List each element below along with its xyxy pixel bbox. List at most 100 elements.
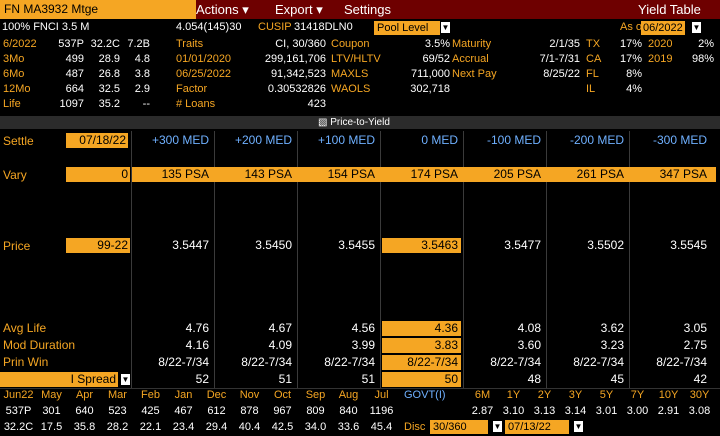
scenario-header[interactable]: -300 MED: [652, 133, 707, 147]
export-menu[interactable]: Export ▾: [275, 0, 323, 19]
prinwin-cell: 8/22-7/34: [324, 355, 375, 369]
disc-label: Disc: [404, 421, 426, 433]
price-cell: 3.5455: [338, 238, 375, 252]
history-value: 35.2: [98, 98, 120, 110]
column-divider: [131, 131, 132, 388]
ispread-cell: 50: [444, 372, 458, 386]
scenario-header[interactable]: -100 MED: [486, 133, 541, 147]
tenor-rate: 3.13: [533, 405, 556, 417]
avglife-cell: 3.62: [600, 321, 624, 335]
history-value: 664: [65, 83, 84, 95]
geo-state-label: FL: [586, 68, 599, 80]
scenario-header[interactable]: +300 MED: [151, 133, 209, 147]
base-case-highlight: [382, 355, 461, 370]
pool-level-value: Pool Level: [377, 22, 429, 34]
chevron-down-icon[interactable]: ▼: [574, 421, 583, 432]
trait-value: 299,161,706: [264, 53, 326, 65]
vary-cell: 135 PSA: [161, 167, 209, 181]
moddur-cell: 4.16: [185, 338, 209, 352]
settings-menu[interactable]: Settings: [344, 2, 391, 17]
coupon-field-value: 2/1/35: [549, 38, 580, 50]
scenario-header[interactable]: +100 MED: [317, 133, 375, 147]
divider: [0, 388, 720, 389]
monthly-cpr: 523: [108, 405, 127, 417]
history-value: 7.2B: [127, 38, 150, 50]
curve-date-field[interactable]: 07/13/22: [505, 420, 569, 434]
moddur-cell: 3.23: [600, 338, 624, 352]
month-label: Nov: [239, 389, 260, 401]
vary-input[interactable]: 0: [66, 167, 130, 182]
moddur-cell: 3.99: [351, 338, 375, 352]
trait-label: Traits: [176, 38, 204, 50]
monthly-cpr: 1196: [369, 405, 394, 417]
monthly-cpr: 840: [339, 405, 358, 417]
scenario-header[interactable]: +200 MED: [234, 133, 292, 147]
avg-life-label: Avg Life: [3, 321, 47, 335]
month-label: Mar: [108, 389, 127, 401]
chevron-down-icon[interactable]: ▼: [441, 22, 450, 33]
settle-date-input[interactable]: 07/18/22: [66, 133, 128, 148]
monthly-cdr: 32.2C: [3, 421, 34, 433]
base-case-highlight: [382, 238, 461, 253]
as-of-label: As of: [620, 21, 646, 33]
i-spread-select[interactable]: I Spread: [0, 372, 118, 387]
tenor-label: 3Y: [568, 389, 583, 401]
tab-price-to-yield[interactable]: ▧ Price-to-Yield: [318, 116, 390, 129]
disc-basis-select[interactable]: 30/360: [430, 420, 488, 434]
base-case-highlight: [382, 321, 461, 336]
month-label: May: [41, 389, 62, 401]
monthly-cdr: 40.4: [238, 421, 261, 433]
monthly-cdr: 33.6: [337, 421, 360, 433]
scenario-header[interactable]: -200 MED: [569, 133, 624, 147]
chevron-down-icon[interactable]: ▼: [692, 22, 701, 33]
settle-label: Settle: [3, 134, 34, 148]
avglife-cell: 3.05: [683, 321, 707, 335]
security-field[interactable]: FN MA3932 Mtge: [0, 0, 196, 19]
month-label: Aug: [338, 389, 359, 401]
avglife-cell: 4.56: [351, 321, 375, 335]
month-label: Jun22: [3, 389, 34, 401]
column-divider: [463, 131, 464, 388]
price-input[interactable]: 99-22: [66, 238, 130, 253]
prinwin-cell: 8/22-7/34: [490, 355, 541, 369]
history-value: 32.2C: [90, 38, 120, 50]
tab-label: Price-to-Yield: [330, 117, 390, 128]
ispread-cell: 48: [527, 372, 541, 386]
pool-level-select[interactable]: Pool Level: [374, 21, 440, 35]
monthly-cpr: 809: [306, 405, 325, 417]
monthly-cpr: 537P: [5, 405, 32, 417]
coupon-field-label: Coupon: [331, 38, 370, 50]
ispread-cell: 51: [361, 372, 375, 386]
coupon-field-label: Maturity: [452, 38, 492, 50]
trait-value: 0.30532826: [267, 83, 326, 95]
vintage-label: 2020: [648, 38, 673, 50]
coupon-field-label: LTV/HLTV: [331, 53, 381, 65]
chevron-down-icon: ▾: [316, 2, 323, 17]
moddur-cell: 3.60: [517, 338, 541, 352]
as-of-field[interactable]: 06/2022: [641, 21, 685, 35]
chevron-down-icon: ▾: [242, 2, 249, 17]
coupon-field-label: Accrual: [452, 53, 489, 65]
scenario-header[interactable]: 0 MED: [421, 133, 458, 147]
monthly-cdr: 22.1: [139, 421, 162, 433]
vintage-percent: 2%: [698, 38, 714, 50]
monthly-cpr: 301: [42, 405, 61, 417]
tenor-label: 30Y: [689, 389, 710, 401]
chevron-down-icon[interactable]: ▼: [121, 374, 130, 385]
actions-menu[interactable]: Actions ▾: [196, 0, 249, 19]
geo-percent: 4%: [626, 83, 642, 95]
tenor-rate: 3.01: [595, 405, 618, 417]
column-divider: [546, 131, 547, 388]
chevron-down-icon[interactable]: ▼: [493, 421, 502, 432]
column-divider: [380, 131, 381, 388]
price-cell: 3.5447: [172, 238, 209, 252]
tenor-rate: 2.91: [657, 405, 680, 417]
prinwin-cell: 8/22-7/34: [407, 355, 458, 369]
govt-curve-label[interactable]: GOVT(I): [404, 389, 446, 401]
geo-percent: 8%: [626, 68, 642, 80]
avglife-cell: 4.67: [268, 321, 292, 335]
monthly-cpr: 425: [141, 405, 160, 417]
month-label: Apr: [75, 389, 94, 401]
monthly-cpr: 878: [240, 405, 259, 417]
coupon-field-value: 711,000: [411, 68, 450, 80]
